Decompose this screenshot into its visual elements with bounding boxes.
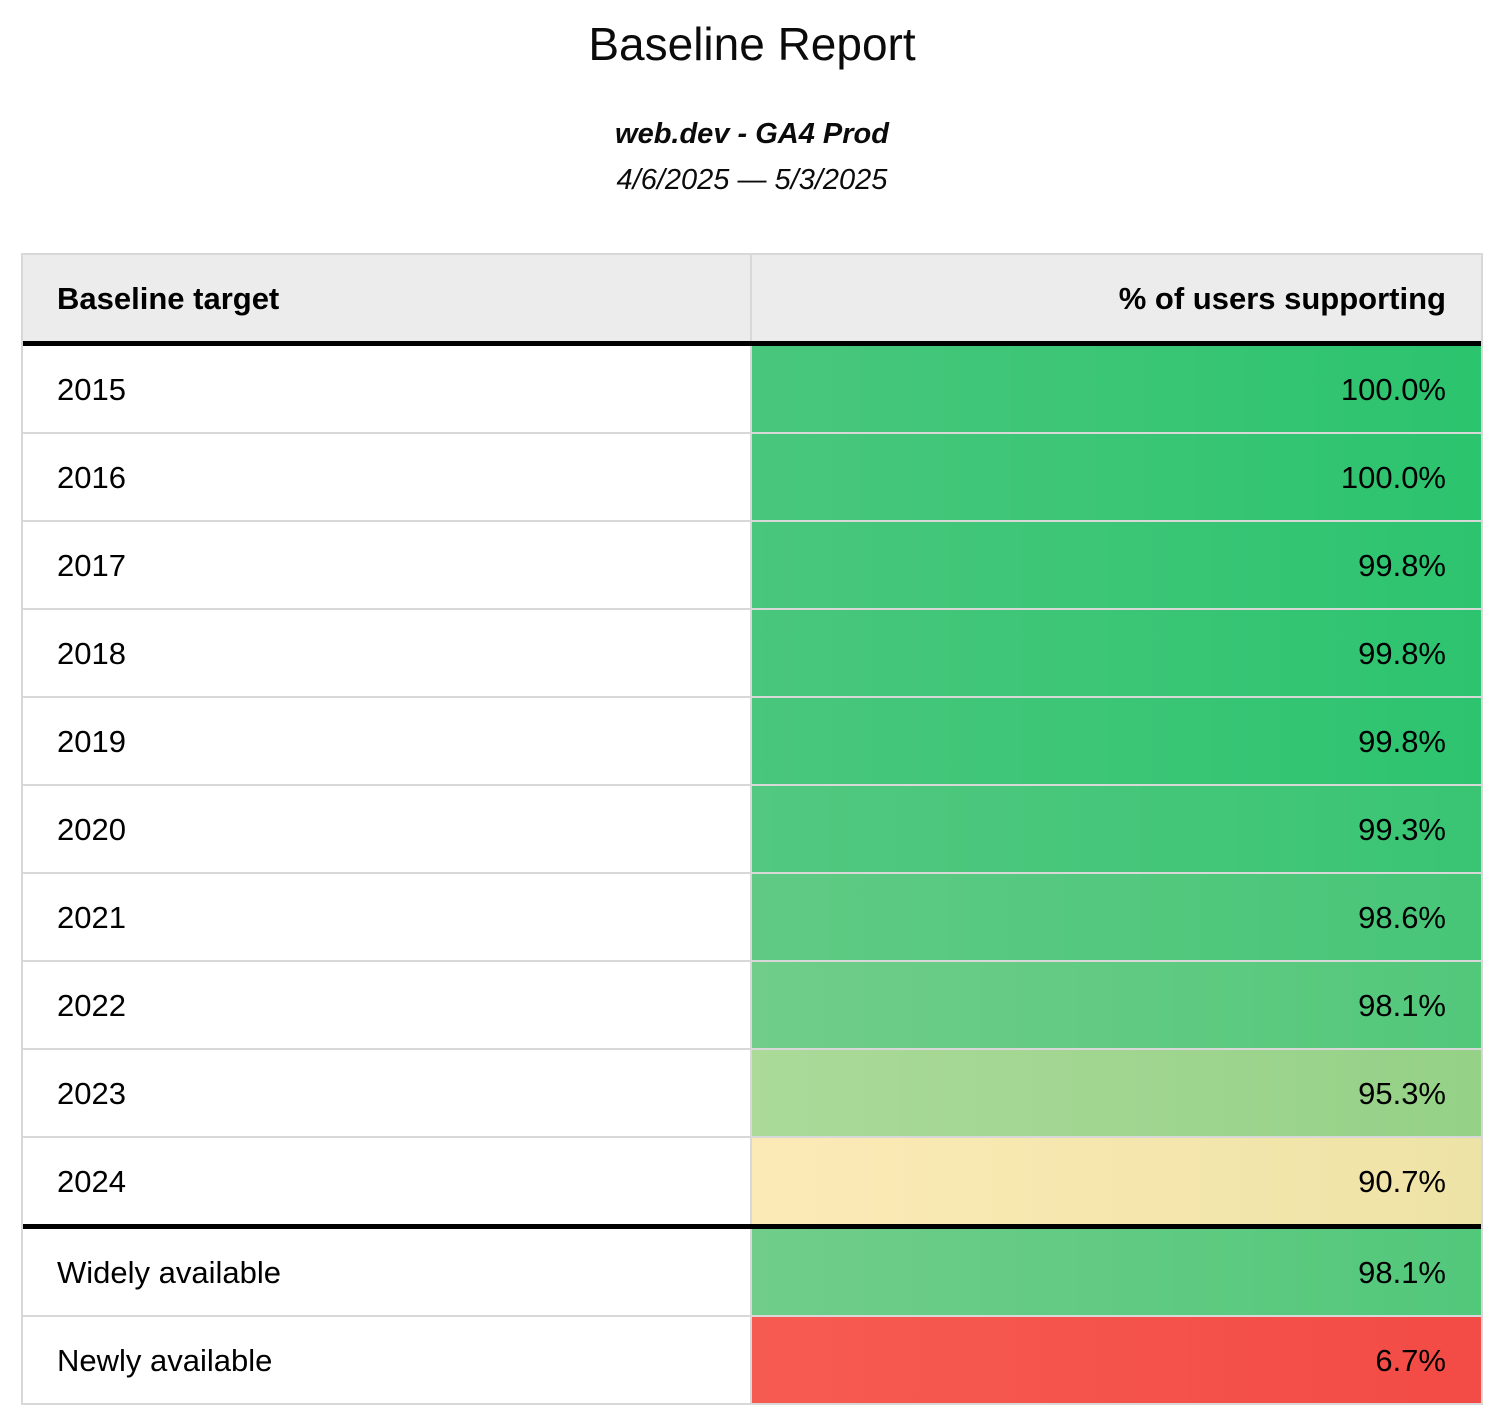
baseline-target-cell: 2021 [23, 874, 752, 961]
percent-value-cell: 99.3% [752, 786, 1481, 873]
page-title: Baseline Report [588, 18, 916, 70]
table-row: 2017 99.8% [23, 520, 1481, 609]
baseline-target-cell: 2015 [23, 346, 752, 433]
baseline-target-cell: 2017 [23, 522, 752, 609]
baseline-target-cell: 2023 [23, 1050, 752, 1137]
baseline-target-cell: 2020 [23, 786, 752, 873]
table-row: 2016 100.0% [23, 432, 1481, 521]
table-row: Newly available 6.7% [23, 1315, 1481, 1404]
table-row: 2024 90.7% [23, 1136, 1481, 1225]
baseline-target-cell: Widely available [23, 1229, 752, 1316]
header-cell-baseline-target: Baseline target [23, 255, 752, 342]
percent-value-cell: 95.3% [752, 1050, 1481, 1137]
percent-value-cell: 100.0% [752, 346, 1481, 433]
table-row: 2018 99.8% [23, 608, 1481, 697]
table-row: 2020 99.3% [23, 784, 1481, 873]
percent-value-cell: 90.7% [752, 1138, 1481, 1225]
table-row: 2021 98.6% [23, 872, 1481, 961]
percent-value-cell: 99.8% [752, 522, 1481, 609]
report-subtitle: web.dev - GA4 Prod [615, 117, 889, 150]
table-row: 2023 95.3% [23, 1048, 1481, 1137]
percent-value-cell: 6.7% [752, 1317, 1481, 1404]
baseline-table: Baseline target % of users supporting 20… [21, 253, 1483, 1406]
percent-value-cell: 99.8% [752, 610, 1481, 697]
header-cell-percent-supporting: % of users supporting [1118, 280, 1446, 316]
table-row: 2022 98.1% [23, 960, 1481, 1049]
percent-value-cell: 100.0% [752, 434, 1481, 521]
baseline-target-cell: 2024 [23, 1138, 752, 1225]
percent-value-cell: 99.8% [752, 698, 1481, 785]
percent-value-cell: 98.6% [752, 874, 1481, 961]
baseline-target-cell: 2022 [23, 962, 752, 1049]
baseline-target-cell: 2016 [23, 434, 752, 521]
table-header-row: Baseline target % of users supporting [23, 255, 1481, 347]
baseline-target-cell: Newly available [23, 1317, 752, 1404]
percent-value-cell: 98.1% [752, 962, 1481, 1049]
table-row: 2019 99.8% [23, 696, 1481, 785]
percent-value-cell: 98.1% [752, 1229, 1481, 1316]
report-date-range: 4/6/2025 — 5/3/2025 [616, 163, 888, 196]
table-row: 2015 100.0% [23, 346, 1481, 433]
table-row: Widely available 98.1% [23, 1224, 1481, 1316]
baseline-target-cell: 2019 [23, 698, 752, 785]
baseline-target-cell: 2018 [23, 610, 752, 697]
